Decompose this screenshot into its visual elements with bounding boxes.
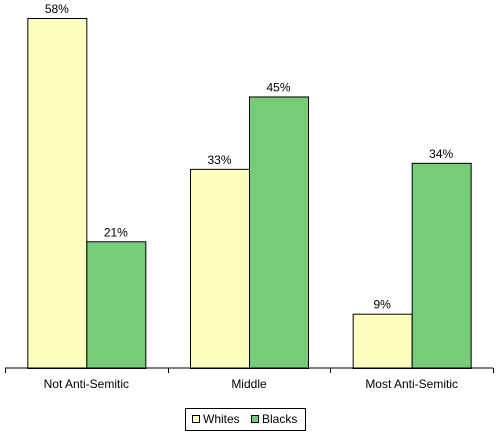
legend-swatch-whites bbox=[192, 415, 200, 423]
bar-blacks-most-anti-semitic bbox=[411, 162, 472, 369]
legend-label-blacks: Blacks bbox=[262, 412, 297, 426]
legend-label-whites: Whites bbox=[203, 412, 240, 426]
legend: Whites Blacks bbox=[185, 408, 306, 431]
bar-blacks-middle bbox=[249, 96, 309, 369]
legend-box bbox=[185, 408, 306, 431]
bar-blacks-not-anti-semitic bbox=[86, 241, 147, 369]
bar-whites-not-anti-semitic bbox=[27, 18, 88, 369]
legend-swatch-blacks bbox=[251, 415, 259, 423]
category-label-most-anti-semitic: Most Anti-Semitic bbox=[365, 377, 458, 391]
data-label-whites-most-anti-semitic: 9% bbox=[373, 298, 391, 312]
category-label-middle: Middle bbox=[231, 377, 267, 391]
data-label-blacks-not-anti-semitic: 21% bbox=[104, 225, 128, 239]
data-label-whites-middle: 33% bbox=[207, 153, 231, 167]
bar-whites-middle bbox=[190, 168, 250, 369]
value-labels-group: 58% 21% 33% 45% 9% 34% bbox=[45, 2, 454, 312]
category-label-not-anti-semitic: Not Anti-Semitic bbox=[44, 377, 129, 391]
category-labels-group: Not Anti-Semitic Middle Most Anti-Semitic bbox=[44, 377, 458, 391]
data-label-whites-not-anti-semitic: 58% bbox=[45, 2, 69, 16]
data-label-blacks-middle: 45% bbox=[266, 80, 290, 94]
bars-group bbox=[27, 18, 472, 370]
data-label-blacks-most-anti-semitic: 34% bbox=[429, 147, 453, 161]
bar-whites-most-anti-semitic bbox=[352, 313, 413, 370]
x-axis-ticks bbox=[5, 368, 494, 373]
